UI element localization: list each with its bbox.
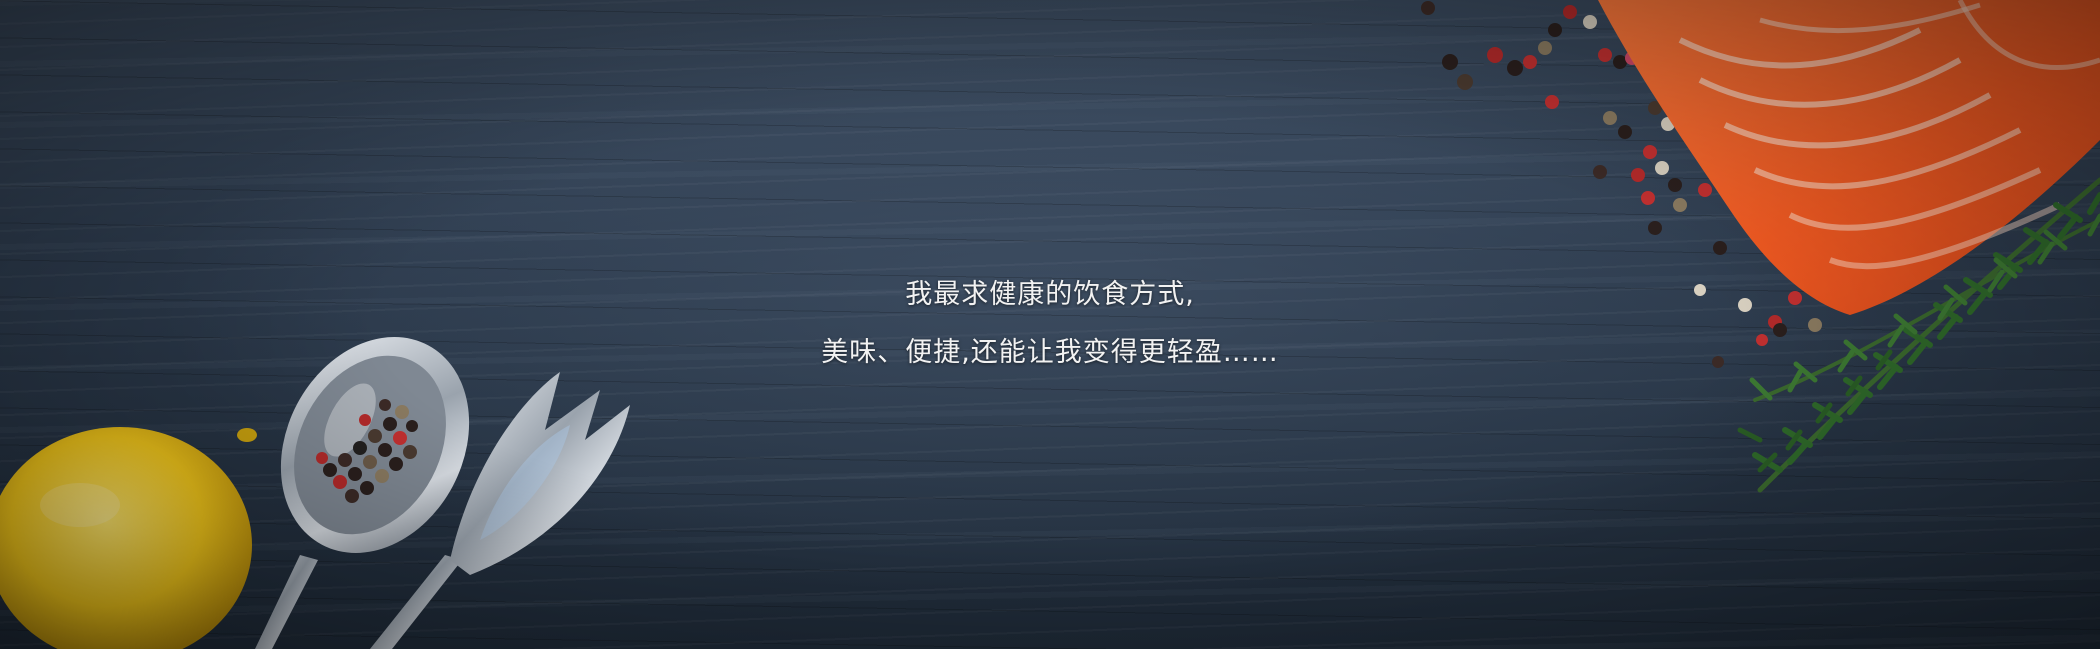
lemon-icon — [0, 427, 257, 649]
serving-fork-icon — [370, 372, 630, 649]
spoon-with-peppercorns-icon — [255, 337, 470, 649]
peppercorns-in-spoon — [316, 399, 418, 503]
salmon-fillet-icon — [1598, 0, 2100, 315]
tagline-line-2: 美味、便捷,还能让我变得更轻盈…… — [821, 337, 1279, 368]
tagline-line-1: 我最求健康的饮食方式, — [905, 279, 1195, 310]
rosemary-sprig-icon — [1737, 177, 2100, 493]
